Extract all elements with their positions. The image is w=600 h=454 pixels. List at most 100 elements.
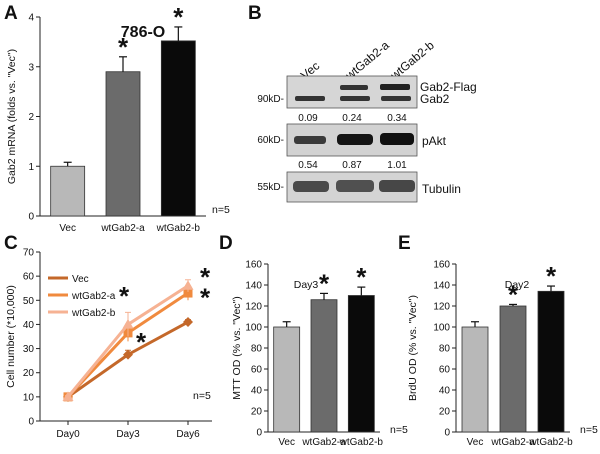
gab2-band-vec — [295, 96, 325, 101]
chart-d-y-tick-label: 0 — [256, 428, 262, 439]
tubulin-band-vec — [293, 181, 329, 192]
chart-e-y-tick-label: 60 — [439, 365, 451, 376]
chart-a-y-tick-label: 4 — [28, 13, 34, 24]
chart-a-category-label: wtGab2-b — [156, 223, 201, 234]
panel-b-letter: B — [248, 3, 262, 24]
chart-d-y-tick-label: 60 — [251, 365, 263, 376]
chart-e-significance-star: * — [508, 279, 519, 309]
chart-c-x-tick-label: Day3 — [116, 429, 140, 440]
chart-d-category-label: wtGab2-a — [301, 437, 346, 448]
chart-d-y-tick-label: 160 — [245, 260, 262, 271]
chart-c-point-wtgab2-b — [62, 391, 74, 401]
chart-a-significance-star: * — [118, 32, 129, 62]
tubulin-label: Tubulin — [422, 182, 461, 196]
chart-c-y-tick-label: 30 — [23, 344, 35, 355]
panel-a-n-label: n=5 — [212, 204, 230, 216]
chart-c-x-tick-label: Day0 — [56, 429, 80, 440]
cell-line-label: 786-O — [121, 24, 165, 41]
chart-c-point-vec — [183, 317, 193, 328]
blot-2-quant-a: 0.87 — [342, 160, 362, 171]
chart-c-star-day6-a: * — [200, 282, 211, 312]
chart-c-legend-label-vec: Vec — [72, 274, 89, 285]
chart-d-significance-star: * — [356, 262, 367, 292]
chart-a-y-tick-label: 2 — [28, 112, 34, 123]
blot-1-quant-b: 0.34 — [387, 113, 407, 124]
panel-e-n-label: n=5 — [580, 424, 598, 436]
chart-c-point-wtgab2-b — [122, 318, 134, 329]
pakt-band-b — [380, 133, 414, 145]
gab2-flag-band-a — [340, 85, 368, 90]
blot-2-marker: 60kD- — [257, 135, 284, 146]
chart-a-bar — [105, 71, 141, 217]
chart-e-y-tick-label: 140 — [433, 281, 450, 292]
chart-c-point-vec — [123, 349, 133, 360]
chart-d: 0 20 40 60 80 100 120 140 160 MTT OD (% vs. "Vec"… — [231, 260, 383, 449]
chart-e-bar — [537, 290, 565, 433]
gab2-band-b — [381, 96, 411, 101]
chart-a-y-tick-label: 3 — [28, 62, 34, 73]
chart-a-y-axis-title: Gab2 mRNA (folds vs. "Vec") — [6, 49, 18, 184]
chart-a-category-label: wtGab2-a — [100, 223, 145, 234]
chart-e-y-tick-label: 160 — [433, 260, 450, 271]
panel-d-n-label: n=5 — [390, 424, 408, 436]
chart-a-significance-star: * — [173, 2, 184, 32]
chart-c-legend-label-wtgab2-a: wtGab2-a — [71, 291, 116, 302]
blot-1-quant-vec: 0.09 — [298, 113, 318, 124]
chart-c-y-tick-label: 20 — [23, 368, 35, 379]
chart-e-bar — [499, 305, 527, 433]
chart-d-bar — [347, 295, 375, 433]
chart-c-star-day6-b: * — [200, 262, 211, 292]
chart-c-y-axis-title: Cell number (*10,000) — [5, 285, 17, 388]
blot-1-marker: 90kD- — [257, 94, 284, 105]
panel-a-letter: A — [4, 3, 18, 24]
chart-a-bar — [50, 165, 86, 217]
chart-e-y-tick-label: 120 — [433, 302, 450, 313]
chart-c-star-day3-vec: * — [136, 327, 147, 357]
chart-c-star-day3-b: * — [119, 281, 130, 311]
chart-c-point-wtgab2-a — [183, 288, 193, 298]
chart-d-y-tick-label: 20 — [251, 407, 263, 418]
panel-d-day-label: Day3 — [294, 279, 319, 291]
tubulin-band-b — [379, 180, 415, 192]
chart-c-y-tick-label: 10 — [23, 392, 35, 403]
chart-e-category-label: Vec — [467, 437, 484, 448]
chart-c-point-wtgab2-b — [182, 280, 194, 290]
western-blot: Vec wtGab2-a wtGab2-b 90kD- Gab2-Flag Ga… — [257, 38, 477, 203]
chart-d-bar — [310, 299, 338, 433]
chart-d-category-label: Vec — [278, 437, 295, 448]
blot-2-quant-vec: 0.54 — [298, 160, 318, 171]
gab2-flag-label: Gab2-Flag — [420, 80, 477, 94]
chart-e-y-tick-label: 80 — [439, 344, 451, 355]
chart-e-y-tick-label: 40 — [439, 386, 451, 397]
chart-e-y-tick-label: 0 — [444, 428, 450, 439]
pakt-band-vec — [294, 136, 326, 144]
chart-e-y-tick-label: 100 — [433, 323, 450, 334]
chart-e-y-axis-title: BrdU OD (% vs. "Vec") — [407, 295, 419, 401]
pakt-label: pAkt — [422, 134, 447, 148]
chart-a-category-label: Vec — [59, 223, 76, 234]
gab2-flag-band-b — [380, 84, 410, 90]
chart-a-y-tick-label: 0 — [28, 212, 34, 223]
chart-a-y-tick-label: 1 — [28, 162, 34, 173]
pakt-band-a — [337, 134, 373, 145]
panel-c-letter: C — [4, 233, 18, 254]
panel-d-letter: D — [219, 233, 233, 254]
chart-e-significance-star: * — [546, 261, 557, 291]
chart-c: 0 10 20 30 40 50 60 70 Cell number (*10,000) Day0… — [5, 248, 212, 440]
chart-d-y-tick-label: 120 — [245, 302, 262, 313]
blot-2-quant-b: 1.01 — [387, 160, 407, 171]
chart-c-y-tick-label: 50 — [23, 296, 35, 307]
chart-e-category-label: wtGab2-b — [528, 437, 573, 448]
chart-d-category-label: wtGab2-b — [339, 437, 384, 448]
blot-3-marker: 55kD- — [257, 182, 284, 193]
chart-d-y-axis-title: MTT OD (% vs. "Vec") — [231, 296, 243, 400]
chart-d-y-tick-label: 100 — [245, 323, 262, 334]
panel-e-day-label: Day2 — [505, 279, 530, 291]
chart-c-y-tick-label: 70 — [23, 248, 35, 259]
chart-c-y-tick-label: 0 — [28, 417, 34, 428]
gab2-label: Gab2 — [420, 92, 450, 106]
chart-d-y-tick-label: 40 — [251, 386, 263, 397]
panel-c-n-label: n=5 — [193, 390, 211, 402]
chart-c-y-tick-label: 40 — [23, 320, 35, 331]
